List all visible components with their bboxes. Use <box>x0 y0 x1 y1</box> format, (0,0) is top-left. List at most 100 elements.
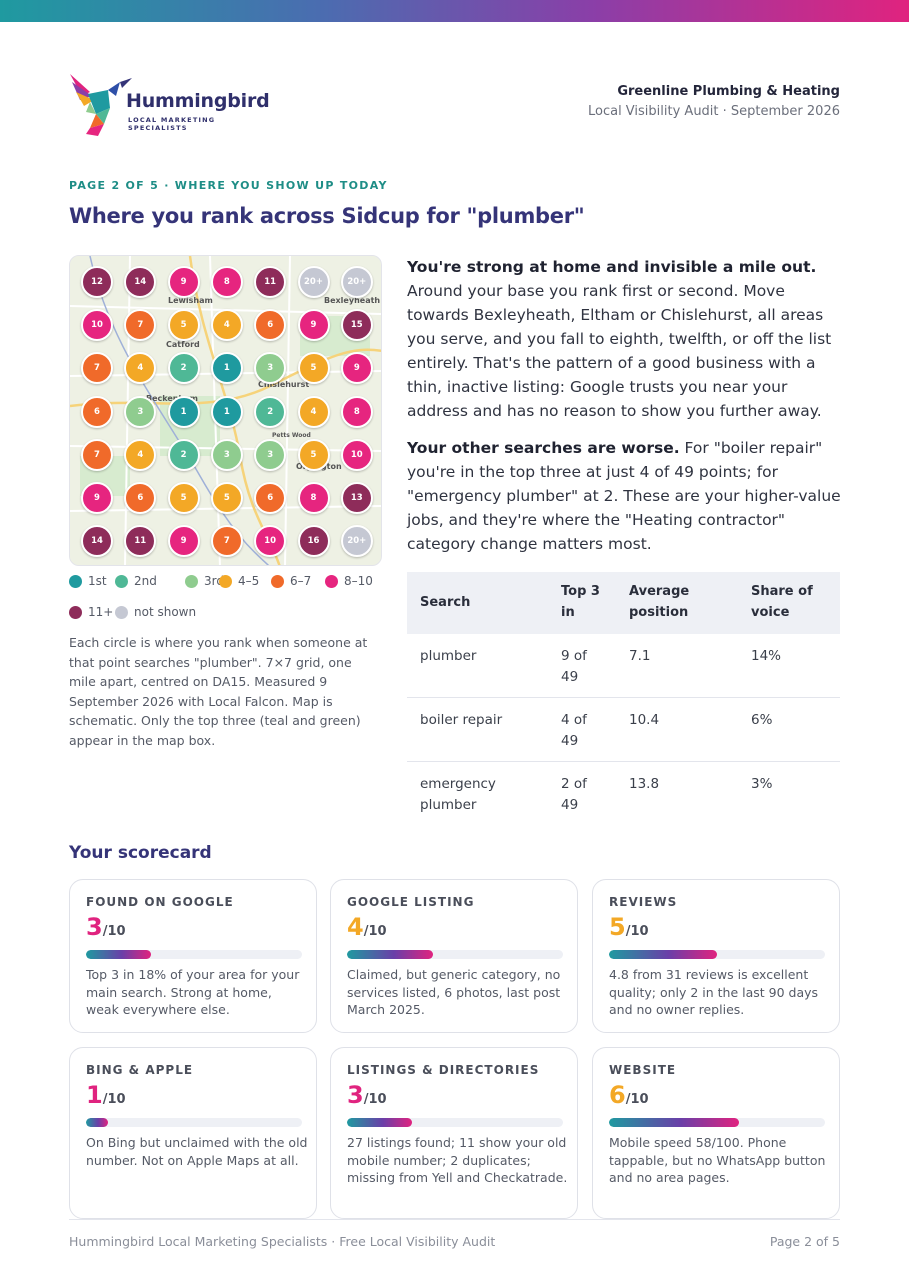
legend-item: not shown <box>115 605 196 619</box>
score-number: 5 <box>609 913 626 941</box>
rank-grid-point: 7 <box>210 525 243 558</box>
footer-divider <box>69 1219 840 1220</box>
score-card-listings-directories: LISTINGS & DIRECTORIES 3/10 27 listings … <box>330 1047 578 1219</box>
table-row: plumber 9 of 49 7.1 14% <box>407 634 840 698</box>
table-header-top3: Top 3 in <box>561 584 600 620</box>
scorecard-title: Your scorecard <box>69 843 212 863</box>
score-bar-fill <box>86 950 151 959</box>
table-header-search: Search <box>420 595 471 610</box>
score-card-value: 3/10 <box>86 913 126 941</box>
score-bar-fill <box>347 950 434 959</box>
rank-grid-point: 6 <box>254 309 287 342</box>
rank-grid-point: 1 <box>210 395 243 428</box>
rank-grid-point: 8 <box>210 266 243 298</box>
rank-grid-point: 9 <box>167 525 200 558</box>
rank-grid-point: 3 <box>254 438 287 471</box>
score-card-value: 1/10 <box>86 1081 126 1109</box>
rank-grid-point: 8 <box>340 395 373 428</box>
table-cell-average: 13.8 <box>629 776 660 792</box>
rank-grid-point: 6 <box>124 482 157 514</box>
rank-grid-point: 7 <box>81 352 113 385</box>
rank-grid-point: 20+ <box>297 266 330 298</box>
legend-swatch <box>185 574 198 588</box>
score-number: 6 <box>609 1081 626 1109</box>
rank-grid-point: 6 <box>81 395 113 428</box>
footer-left-text: Hummingbird Local Marketing Specialists … <box>69 1234 496 1249</box>
top-gradient-bar <box>0 0 909 22</box>
rank-grid-point: 11 <box>124 525 157 558</box>
score-card-description: Claimed, but generic category, no servic… <box>347 967 561 1017</box>
table-cell-share: 14% <box>751 648 782 664</box>
score-bar-track <box>609 1118 825 1127</box>
score-denominator: /10 <box>625 1092 649 1107</box>
legend-item: 8–10 <box>325 574 373 588</box>
summary-lead-1: You're strong at home and invisible a mi… <box>407 258 817 276</box>
score-number: 1 <box>86 1081 103 1109</box>
score-denominator: /10 <box>625 924 649 939</box>
rank-grid-point: 2 <box>167 352 200 385</box>
legend-swatch <box>271 574 284 588</box>
table-cell-top3: 4 of 49 <box>561 712 587 749</box>
table-cell-share: 6% <box>751 712 773 728</box>
rank-grid-point: 7 <box>124 309 157 342</box>
map-place-label: Beckenham <box>146 394 198 403</box>
client-name: Greenline Plumbing & Heating <box>617 84 840 99</box>
rank-grid-point: 3 <box>254 352 287 385</box>
rank-grid-point: 20+ <box>340 525 373 558</box>
legend-label: 11+ <box>88 605 114 619</box>
score-number: 4 <box>347 913 364 941</box>
rank-grid-point: 20+ <box>340 266 373 298</box>
legend-item: 3rd <box>185 574 224 588</box>
summary-text-1: Around your base you rank first or secon… <box>407 282 832 420</box>
client-header: Greenline Plumbing & Heating Local Visib… <box>588 84 840 119</box>
table-cell-search: emergency plumber <box>420 776 496 813</box>
score-bar-track <box>86 950 302 959</box>
score-card-label: WEBSITE <box>609 1063 677 1077</box>
table-cell-average: 7.1 <box>629 648 651 664</box>
table-cell-search: boiler repair <box>420 712 503 728</box>
rank-grid-point: 10 <box>81 309 113 342</box>
rank-grid-point: 14 <box>124 266 157 298</box>
rank-grid-point: 3 <box>210 438 243 471</box>
rank-grid-point: 5 <box>297 352 330 385</box>
score-bar-fill <box>86 1118 108 1127</box>
footer-page-number: Page 2 of 5 <box>769 1234 840 1249</box>
rank-grid-point: 5 <box>297 438 330 471</box>
rank-grid-point: 12 <box>81 266 113 298</box>
rank-grid-point: 5 <box>167 482 200 514</box>
map-caption: Each circle is where you rank when someo… <box>69 635 368 748</box>
score-denominator: /10 <box>102 1092 126 1107</box>
score-number: 3 <box>347 1081 364 1109</box>
rank-grid-point: 1 <box>210 352 243 385</box>
rank-grid-point: 1 <box>167 395 200 428</box>
map-place-label: Catford <box>166 340 200 349</box>
legend-swatch <box>325 574 338 588</box>
score-card-label: REVIEWS <box>609 895 678 909</box>
score-card-label: BING & APPLE <box>86 1063 194 1077</box>
score-card-label: LISTINGS & DIRECTORIES <box>347 1063 540 1077</box>
rank-grid-point: 3 <box>124 395 157 428</box>
legend-item: 11+ <box>69 605 113 619</box>
score-card-description: On Bing but unclaimed with the old numbe… <box>86 1135 308 1168</box>
score-card-label: GOOGLE LISTING <box>347 895 475 909</box>
score-card-description: 4.8 from 31 reviews is excellent quality… <box>609 967 819 1017</box>
score-card-value: 6/10 <box>609 1081 649 1109</box>
legend-item: 1st <box>69 574 107 588</box>
rank-grid-point: 10 <box>340 438 373 471</box>
legend-label: 6–7 <box>290 574 312 588</box>
section-eyebrow: PAGE 2 OF 5 · WHERE YOU SHOW UP TODAY <box>69 179 388 192</box>
map-place-label: Petts Wood <box>272 432 311 439</box>
rank-grid-point: 11 <box>254 266 287 298</box>
score-card-description: Mobile speed 58/100. Phone tappable, but… <box>609 1135 826 1185</box>
score-bar-fill <box>609 950 717 959</box>
rank-grid-point: 2 <box>167 438 200 471</box>
rank-grid-point: 4 <box>297 395 330 428</box>
score-denominator: /10 <box>102 924 126 939</box>
legend-label: 2nd <box>134 574 157 588</box>
score-card-value: 4/10 <box>347 913 387 941</box>
legend-item: 2nd <box>115 574 157 588</box>
table-header-row: Search Top 3 in Average position Share o… <box>407 572 840 634</box>
rank-grid-point: 9 <box>81 482 113 514</box>
rank-grid-point: 5 <box>167 309 200 342</box>
legend-item: 4–5 <box>219 574 259 588</box>
